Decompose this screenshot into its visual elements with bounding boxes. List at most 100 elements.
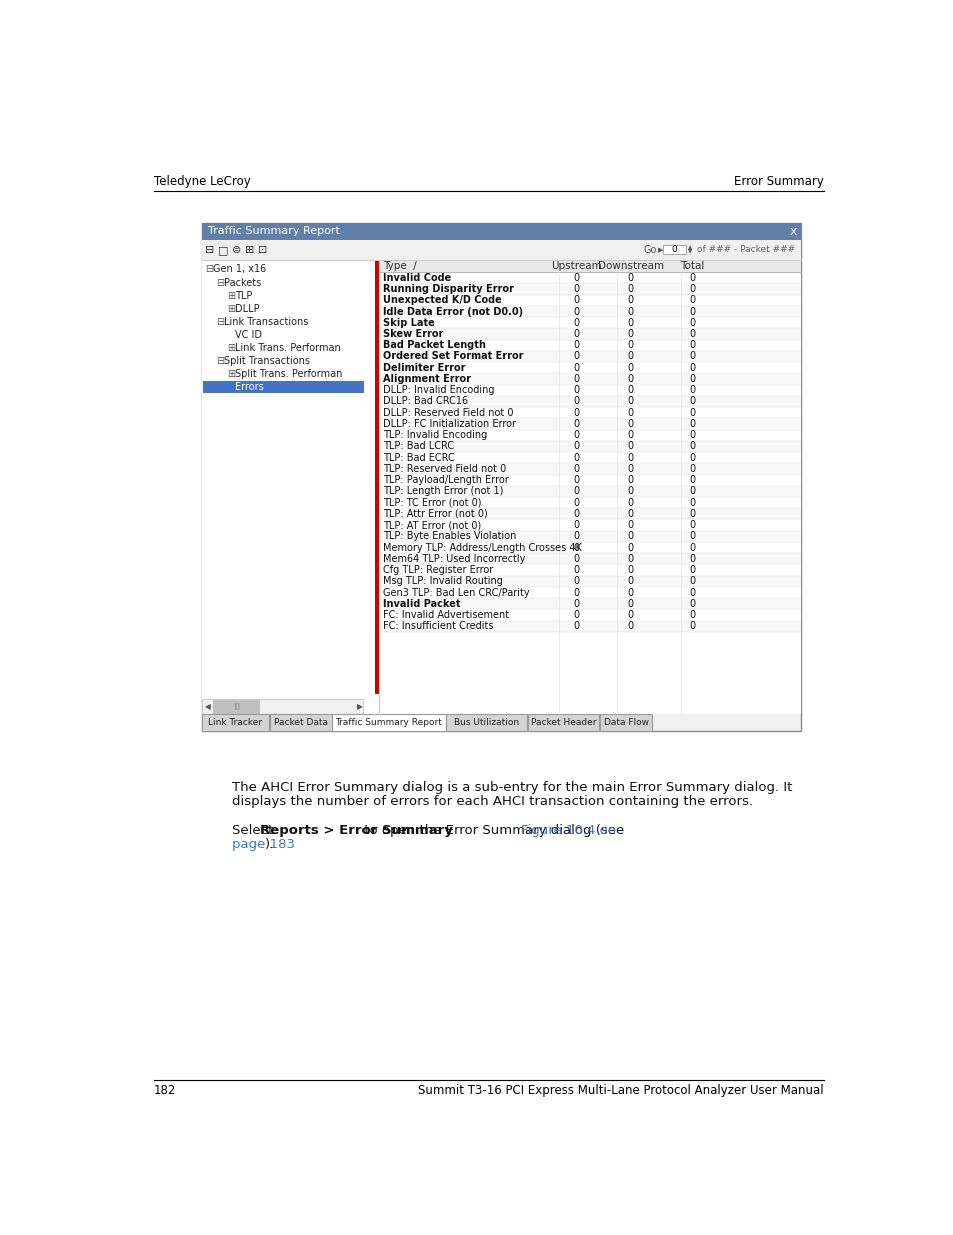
- Text: 0: 0: [573, 352, 579, 362]
- Text: x: x: [788, 225, 796, 238]
- Bar: [202, 222, 801, 240]
- Text: ⊜: ⊜: [232, 245, 241, 254]
- Text: 0: 0: [689, 542, 695, 552]
- Text: 0: 0: [627, 408, 633, 417]
- Text: Type  /: Type /: [382, 261, 416, 270]
- Text: Delimiter Error: Delimiter Error: [382, 363, 465, 373]
- Text: DLLP: Bad CRC16: DLLP: Bad CRC16: [382, 396, 467, 406]
- Bar: [378, 553, 801, 564]
- Text: Split Trans. Performan: Split Trans. Performan: [234, 369, 342, 379]
- Text: 0: 0: [573, 610, 579, 620]
- Text: 0: 0: [689, 306, 695, 316]
- Text: 0: 0: [627, 284, 633, 294]
- Text: 0: 0: [627, 498, 633, 508]
- Text: 0: 0: [627, 329, 633, 338]
- Text: 0: 0: [689, 441, 695, 452]
- Bar: [378, 306, 801, 317]
- Text: 0: 0: [627, 419, 633, 429]
- Bar: [446, 714, 526, 731]
- Text: 0: 0: [689, 577, 695, 587]
- Text: 0: 0: [573, 273, 579, 283]
- Text: 0: 0: [573, 464, 579, 474]
- Text: DLLP: Reserved Field not 0: DLLP: Reserved Field not 0: [382, 408, 513, 417]
- Text: Errors: Errors: [234, 383, 263, 393]
- Text: 0: 0: [573, 509, 579, 519]
- Text: 0: 0: [689, 374, 695, 384]
- Text: Downstream: Downstream: [598, 261, 663, 270]
- Bar: [202, 222, 801, 731]
- Text: 0: 0: [573, 441, 579, 452]
- Text: 0: 0: [573, 341, 579, 351]
- Text: Invalid Code: Invalid Code: [382, 273, 451, 283]
- Text: Ordered Set Format Error: Ordered Set Format Error: [382, 352, 522, 362]
- Bar: [378, 441, 801, 452]
- Text: 0: 0: [627, 441, 633, 452]
- Text: 0: 0: [689, 599, 695, 609]
- Text: Errors: Errors: [372, 700, 381, 724]
- Bar: [378, 351, 801, 362]
- Text: 0: 0: [689, 341, 695, 351]
- Text: 0: 0: [689, 553, 695, 564]
- Text: Cfg TLP: Register Error: Cfg TLP: Register Error: [382, 566, 493, 576]
- Text: Go: Go: [643, 245, 657, 254]
- Text: TLP: Bad ECRC: TLP: Bad ECRC: [382, 453, 454, 463]
- Text: 0: 0: [627, 464, 633, 474]
- Text: Select: Select: [232, 824, 276, 837]
- Bar: [378, 621, 801, 632]
- Text: 0: 0: [689, 317, 695, 327]
- Bar: [599, 714, 652, 731]
- Text: Teledyne LeCroy: Teledyne LeCroy: [154, 175, 251, 188]
- Text: 0: 0: [689, 509, 695, 519]
- Text: □: □: [217, 245, 228, 254]
- Text: Running Disparity Error: Running Disparity Error: [382, 284, 513, 294]
- Bar: [202, 699, 363, 714]
- Text: 0: 0: [627, 317, 633, 327]
- Text: 0: 0: [689, 621, 695, 631]
- Text: Skip Late: Skip Late: [382, 317, 434, 327]
- Text: 0: 0: [627, 341, 633, 351]
- Bar: [378, 329, 801, 340]
- Text: 0: 0: [627, 396, 633, 406]
- Text: 0: 0: [573, 419, 579, 429]
- Text: 0: 0: [573, 295, 579, 305]
- Text: 0: 0: [573, 566, 579, 576]
- Text: of ### - Packet ###: of ### - Packet ###: [696, 246, 794, 254]
- Text: 0: 0: [573, 498, 579, 508]
- Text: 0: 0: [573, 588, 579, 598]
- Bar: [213, 700, 259, 714]
- Text: ▶: ▶: [658, 247, 662, 253]
- Text: ⊡: ⊡: [257, 245, 267, 254]
- Text: 0: 0: [627, 577, 633, 587]
- Text: ⊞: ⊞: [227, 343, 234, 353]
- Text: 0: 0: [573, 284, 579, 294]
- Text: Packet Header: Packet Header: [530, 718, 596, 727]
- Text: Total: Total: [679, 261, 704, 270]
- Text: Invalid Packet: Invalid Packet: [382, 599, 459, 609]
- Bar: [378, 576, 801, 587]
- Text: 0: 0: [689, 610, 695, 620]
- Text: The AHCI Error Summary dialog is a sub-entry for the main Error Summary dialog. : The AHCI Error Summary dialog is a sub-e…: [232, 782, 791, 794]
- Text: 0: 0: [689, 487, 695, 496]
- Text: 0: 0: [689, 566, 695, 576]
- Text: 0: 0: [573, 329, 579, 338]
- Text: ).: ).: [264, 839, 274, 851]
- Text: Idle Data Error (not D0.0): Idle Data Error (not D0.0): [382, 306, 522, 316]
- Text: 0: 0: [689, 284, 695, 294]
- Text: 0: 0: [627, 520, 633, 530]
- Bar: [332, 714, 445, 731]
- Text: 0: 0: [627, 566, 633, 576]
- Text: 0: 0: [573, 542, 579, 552]
- Bar: [378, 259, 801, 714]
- Text: 0: 0: [573, 487, 579, 496]
- Text: Reports > Error Summary: Reports > Error Summary: [260, 824, 453, 837]
- Text: 0: 0: [689, 408, 695, 417]
- Text: Packet Data: Packet Data: [274, 718, 327, 727]
- Text: 0: 0: [573, 430, 579, 440]
- Text: 0: 0: [627, 295, 633, 305]
- Text: TLP: Length Error (not 1): TLP: Length Error (not 1): [382, 487, 502, 496]
- Text: 0: 0: [627, 487, 633, 496]
- Text: Traffic Summary Report: Traffic Summary Report: [335, 718, 442, 727]
- Text: 0: 0: [627, 352, 633, 362]
- Text: 0: 0: [627, 363, 633, 373]
- Text: 0: 0: [627, 374, 633, 384]
